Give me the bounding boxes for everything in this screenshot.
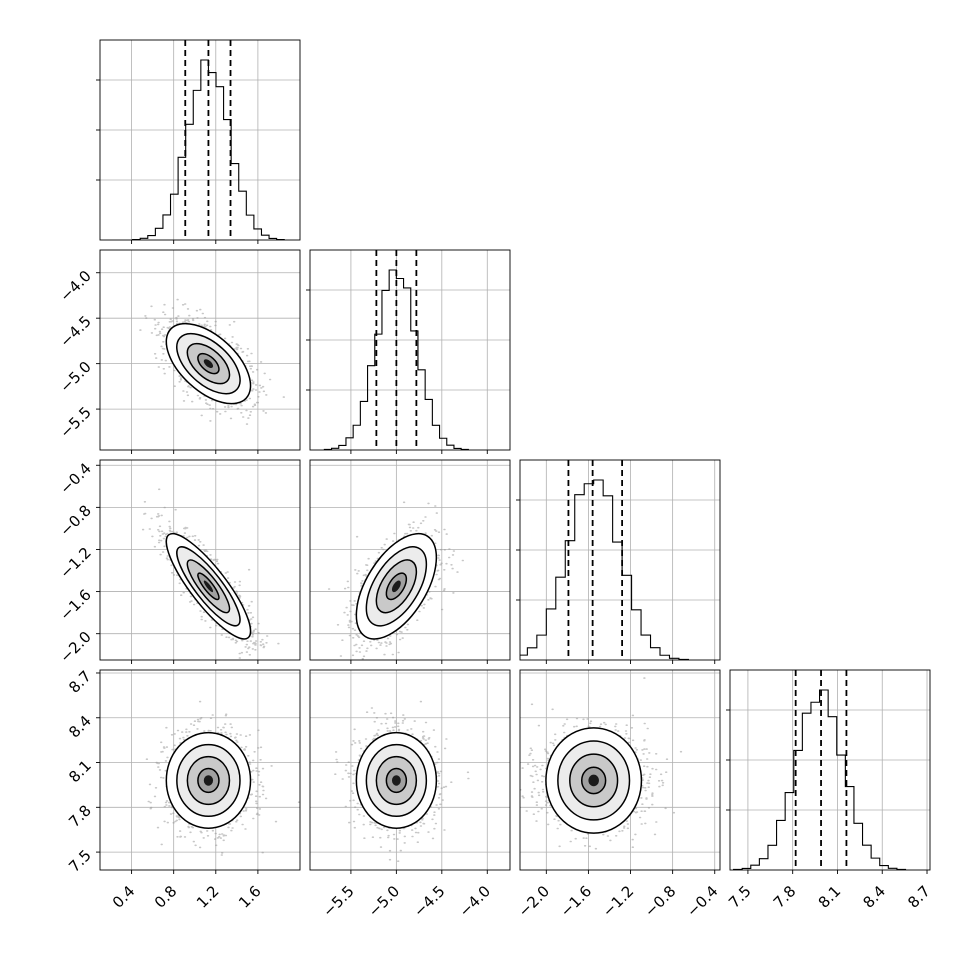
xtick-label-1-3: −4.0 — [456, 882, 494, 920]
panel-2-0: −2.0 −1.6 −1.2 −0.8 −0.4 — [56, 459, 301, 666]
ytick-label-2-3: −0.8 — [56, 501, 94, 539]
frame-1-1 — [309, 249, 511, 451]
frame-3-2 — [519, 669, 721, 871]
frame-2-2 — [519, 459, 721, 661]
xtick-label-3-3: 8.4 — [859, 882, 889, 912]
density-core-3-1 — [391, 775, 401, 786]
xtick-label-2-1: −1.6 — [557, 882, 595, 920]
panel-3-3 — [726, 669, 931, 874]
ytick-label-3-0: 7.5 — [65, 846, 95, 876]
xtick-label-2-2: −1.2 — [599, 882, 637, 920]
density-core-3-2 — [588, 774, 599, 787]
xtick-label-0-2: 1.2 — [193, 882, 223, 912]
ytick-label-1-3: −4.0 — [56, 267, 94, 305]
ytick-label-1-2: −4.5 — [56, 312, 94, 350]
panel-1-0: −5.5 −5.0 −4.5 −4.0 — [56, 249, 301, 454]
xtick-label-2-3: −0.8 — [641, 882, 679, 920]
frame-3-1 — [309, 669, 511, 871]
histogram-2 — [520, 479, 689, 660]
ytick-label-1-0: −5.5 — [56, 403, 94, 441]
ytick-label-3-1: 7.8 — [65, 801, 95, 831]
ytick-label-2-4: −0.4 — [56, 459, 94, 497]
ytick-label-2-1: −1.6 — [56, 586, 94, 624]
frame-3-3 — [729, 669, 931, 871]
frame-0-0 — [99, 39, 301, 241]
density-core-1-0 — [203, 359, 214, 369]
density-core-3-0 — [203, 775, 214, 786]
ytick-label-1-1: −5.0 — [56, 358, 94, 396]
panel-2-1 — [309, 459, 511, 664]
xtick-label-1-2: −4.5 — [410, 882, 448, 920]
xtick-label-0-1: 0.8 — [151, 882, 181, 912]
frame-2-0 — [99, 459, 301, 661]
panel-0-0 — [96, 39, 301, 244]
panel-3-0: 7.5 7.8 8.1 8.4 8.7 — [65, 667, 301, 876]
xtick-label-1-1: −5.0 — [365, 882, 403, 920]
xtick-label-3-0: 7.5 — [725, 882, 755, 912]
ytick-label-3-2: 8.1 — [65, 757, 95, 787]
frame-2-1 — [309, 459, 511, 661]
density-core-2-0 — [203, 580, 214, 593]
xtick-label-3-4: 8.7 — [904, 882, 934, 912]
density-core-2-1 — [391, 580, 401, 593]
histogram-3 — [733, 689, 907, 870]
frame-1-0 — [99, 249, 301, 451]
ytick-label-2-0: −2.0 — [56, 628, 94, 666]
ytick-label-3-4: 8.7 — [65, 667, 95, 697]
panel-3-2 — [519, 669, 721, 874]
xtick-label-1-0: −5.5 — [319, 882, 357, 920]
xtick-label-3-1: 7.8 — [770, 882, 800, 912]
xtick-label-2-4: −0.4 — [683, 882, 721, 920]
xtick-label-3-2: 8.1 — [815, 882, 845, 912]
ytick-label-3-3: 8.4 — [65, 712, 95, 742]
frame-3-0 — [99, 669, 301, 871]
histogram-0 — [132, 59, 285, 240]
xtick-label-2-0: −2.0 — [515, 882, 553, 920]
panel-2-2 — [516, 459, 721, 664]
xtick-label-0-3: 1.6 — [235, 882, 265, 912]
panel-1-1 — [306, 249, 511, 454]
ytick-label-2-2: −1.2 — [56, 544, 94, 582]
panel-3-1 — [309, 669, 511, 874]
xtick-label-0-0: 0.4 — [109, 882, 139, 912]
